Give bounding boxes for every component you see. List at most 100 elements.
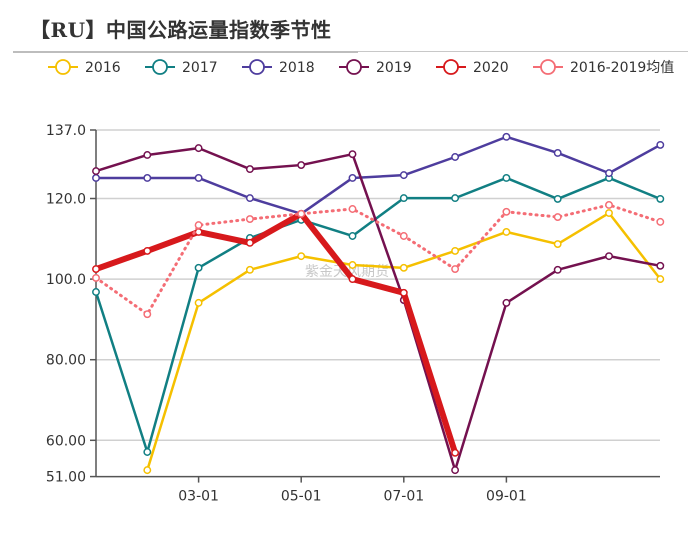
data-point[interactable] [348, 261, 357, 269]
legend-circle-icon [249, 59, 265, 75]
series-line [94, 203, 662, 316]
data-point[interactable] [451, 448, 460, 457]
legend-label: 2018 [279, 60, 315, 76]
legend-label: 2019 [376, 60, 412, 76]
grid-lines [96, 129, 660, 442]
data-point[interactable] [605, 201, 613, 209]
data-point[interactable] [605, 169, 613, 178]
legend-circle-icon [152, 59, 168, 75]
data-point[interactable] [451, 153, 460, 161]
data-point[interactable] [399, 288, 408, 297]
legend-label: 2016 [85, 60, 121, 76]
chart-title: 【RU】中国公路运量指数季节性 [30, 18, 332, 42]
data-point[interactable] [245, 238, 254, 247]
data-point[interactable] [143, 246, 152, 255]
data-point[interactable] [605, 252, 613, 261]
data-point[interactable] [245, 165, 254, 174]
data-point[interactable] [92, 288, 100, 296]
legend-label: 2020 [473, 60, 509, 76]
x-tick-label: 03-01 [178, 489, 219, 505]
data-point[interactable] [245, 265, 254, 274]
series-line [94, 135, 662, 216]
legend-item-2019[interactable]: 2019 [339, 59, 412, 76]
legend-item-2016-2019均值[interactable]: 2016-2019均值 [533, 59, 674, 76]
data-point[interactable] [502, 132, 511, 141]
data-point[interactable] [553, 194, 562, 203]
data-point[interactable] [451, 265, 460, 273]
data-point[interactable] [143, 310, 152, 319]
data-point[interactable] [502, 298, 511, 307]
data-point[interactable] [92, 167, 100, 176]
legend: 2016 2017 2018 2019 2020 2016-2019均值 [48, 59, 674, 76]
data-point[interactable] [348, 150, 357, 159]
y-tick-label: 60.00 [46, 433, 86, 449]
data-point[interactable] [297, 161, 306, 170]
series-2020 [92, 209, 460, 457]
data-point[interactable] [143, 466, 152, 475]
y-tick-label: 120.0 [46, 192, 86, 208]
x-tick-label: 07-01 [383, 489, 424, 505]
series-2017 [92, 174, 665, 456]
title-divider [13, 51, 358, 53]
data-point[interactable] [143, 448, 152, 456]
data-point[interactable] [553, 149, 562, 157]
legend-item-2017[interactable]: 2017 [145, 59, 218, 76]
series-line [93, 210, 459, 456]
data-point[interactable] [656, 217, 665, 226]
data-point[interactable] [194, 174, 203, 182]
data-point[interactable] [348, 275, 357, 284]
y-tick-label: 80.00 [46, 353, 86, 369]
data-point[interactable] [451, 246, 460, 255]
x-tick-label: 09-01 [486, 489, 527, 505]
data-point[interactable] [348, 205, 357, 213]
data-point[interactable] [451, 194, 460, 203]
data-point[interactable] [245, 194, 254, 203]
legend-circle-icon [346, 59, 362, 75]
data-point[interactable] [656, 261, 665, 270]
data-point[interactable] [245, 215, 254, 224]
legend-circle-icon [540, 59, 556, 75]
data-point[interactable] [399, 194, 408, 203]
data-point[interactable] [656, 194, 665, 203]
legend-label: 2016-2019均值 [570, 60, 674, 76]
legend-item-2016[interactable]: 2016 [48, 59, 121, 76]
data-point[interactable] [451, 466, 460, 475]
data-point[interactable] [502, 207, 511, 216]
legend-item-2018[interactable]: 2018 [242, 59, 315, 76]
data-point[interactable] [194, 298, 203, 307]
data-point[interactable] [502, 174, 511, 182]
data-point[interactable] [399, 263, 408, 272]
data-point[interactable] [605, 209, 613, 217]
data-point[interactable] [194, 263, 203, 272]
data-point[interactable] [656, 140, 665, 149]
data-point[interactable] [502, 228, 511, 236]
data-point[interactable] [348, 174, 357, 182]
data-point[interactable] [194, 228, 203, 236]
legend-circle-icon [55, 59, 71, 75]
data-point[interactable] [143, 174, 152, 182]
data-point[interactable] [297, 209, 306, 218]
axes: 137.0 120.0 100.0 80.00 60.00 51.00 03-01 05-01… [46, 123, 660, 505]
data-point[interactable] [399, 232, 408, 240]
y-tick-label: 137.0 [46, 123, 86, 139]
data-point[interactable] [553, 240, 562, 248]
data-point[interactable] [92, 273, 100, 282]
data-point[interactable] [297, 252, 306, 261]
legend-circle-icon [443, 59, 459, 75]
series-line [94, 176, 662, 454]
data-point[interactable] [194, 144, 203, 153]
data-point[interactable] [656, 275, 665, 284]
legend-item-2020[interactable]: 2020 [436, 59, 509, 76]
data-point[interactable] [92, 174, 100, 182]
data-point[interactable] [143, 151, 152, 159]
series-2016 [143, 209, 665, 475]
data-point[interactable] [553, 213, 562, 221]
data-point[interactable] [194, 221, 203, 230]
data-point[interactable] [553, 265, 562, 274]
series-2019 [92, 144, 665, 475]
legend-label: 2017 [182, 60, 218, 76]
data-point[interactable] [92, 265, 100, 273]
data-point[interactable] [399, 171, 408, 180]
data-point[interactable] [348, 232, 357, 240]
